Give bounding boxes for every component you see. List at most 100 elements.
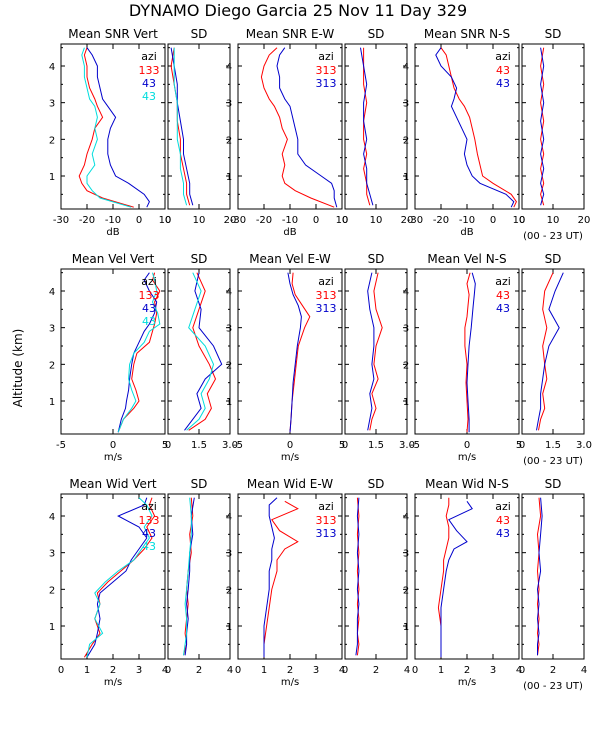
sd-panel-title: SD [368, 252, 385, 266]
series-line-blue [355, 497, 360, 656]
x-tick-label: 0 [136, 215, 142, 226]
x-axis-label: m/s [458, 452, 476, 463]
y-tick-label: 4 [49, 62, 55, 73]
legend-entry: 43 [142, 302, 156, 315]
y-tick-label: 1 [49, 397, 55, 408]
x-tick-label: 1 [84, 665, 90, 676]
panel-frame [344, 493, 408, 660]
sd-panel-title: SD [368, 477, 385, 491]
series-line-blue-43 [440, 501, 473, 658]
y-tick-label: 1 [403, 622, 409, 633]
panel-title: Mean Vel E-W [249, 252, 331, 266]
x-tick-label: -10 [282, 215, 298, 226]
x-tick-label: 0 [342, 215, 348, 226]
series-line-blue-43 [435, 47, 515, 208]
x-tick-label: -20 [256, 215, 272, 226]
x-tick-label: 2 [110, 665, 116, 676]
series-line-blue [536, 497, 543, 656]
legend-header: azi [141, 275, 157, 288]
y-tick-label: 2 [226, 135, 232, 146]
panel-frame [167, 493, 231, 660]
legend-entry: 133 [139, 514, 160, 527]
series-line-red [170, 47, 191, 206]
legend-header: azi [141, 50, 157, 63]
sd-panel-snr-ns-sd: 0 10 20 SD (00 - 23 UT) [519, 27, 591, 242]
x-tick-label: 4 [404, 665, 410, 676]
sd-panel-title: SD [191, 252, 208, 266]
x-tick-label: -5 [410, 440, 420, 451]
x-tick-label: -20 [79, 215, 95, 226]
legend-entry: 313 [316, 289, 337, 302]
series-line-blue [536, 272, 564, 431]
y-tick-label: 4 [403, 287, 409, 298]
time-note: (00 - 23 UT) [523, 231, 583, 242]
y-tick-label: 2 [226, 360, 232, 371]
x-tick-label: 10 [513, 215, 526, 226]
x-tick-label: 4 [227, 665, 233, 676]
x-tick-label: 0 [490, 215, 496, 226]
panel-frame [521, 493, 585, 660]
x-tick-label: 4 [162, 665, 168, 676]
panel-title: Mean Vel N-S [427, 252, 506, 266]
x-tick-label: -30 [407, 215, 423, 226]
series-line-blue [367, 272, 375, 431]
series-line-red-43 [437, 497, 450, 658]
x-axis-label: dB [460, 227, 473, 238]
x-tick-label: 20 [401, 215, 414, 226]
x-axis-label: dB [106, 227, 119, 238]
y-tick-label: 4 [49, 287, 55, 298]
sd-panel-title: SD [191, 27, 208, 41]
series-line-red-133 [117, 272, 161, 433]
x-tick-label: 20 [578, 215, 591, 226]
sd-panel-title: SD [545, 27, 562, 41]
x-tick-label: 1.5 [545, 440, 561, 451]
x-tick-label: 3.0 [576, 440, 592, 451]
x-tick-label: 10 [547, 215, 560, 226]
x-tick-label: 3 [136, 665, 142, 676]
series-line-red-43 [440, 47, 517, 208]
y-tick-label: 1 [226, 397, 232, 408]
x-tick-label: 0 [342, 440, 348, 451]
x-tick-label: 4 [581, 665, 587, 676]
x-tick-label: 0 [519, 665, 525, 676]
x-axis-label: m/s [281, 677, 299, 688]
y-tick-label: 1 [226, 172, 232, 183]
panel-title: Mean SNR N-S [424, 27, 510, 41]
legend-header: azi [141, 500, 157, 513]
x-axis-label: dB [283, 227, 296, 238]
x-tick-label: 10 [193, 215, 206, 226]
series-line-blue-313 [276, 47, 338, 208]
legend-entry: 133 [139, 64, 160, 77]
sd-panel-snr-vert-sd: 0 10 20 SD [165, 27, 237, 226]
x-tick-label: 2 [464, 665, 470, 676]
series-line-red [369, 272, 383, 431]
series-line-red-313 [260, 47, 335, 208]
x-tick-label: 10 [159, 215, 172, 226]
series-line-red-313 [263, 500, 299, 658]
legend-entry: 313 [316, 77, 337, 90]
y-tick-label: 2 [49, 135, 55, 146]
legend-entry: 313 [316, 527, 337, 540]
x-tick-label: 2 [550, 665, 556, 676]
x-tick-label: 0 [519, 440, 525, 451]
y-tick-label: 2 [49, 360, 55, 371]
series-line-blue-313 [287, 272, 302, 433]
x-tick-label: 0 [165, 665, 171, 676]
sd-panel-vel-ns-sd: 0 1.5 3.0 SD (00 - 23 UT) [519, 252, 592, 467]
series-line-red-43 [464, 272, 471, 433]
x-tick-label: 0 [342, 665, 348, 676]
x-tick-label: 0 [412, 665, 418, 676]
series-line-cyan-43 [117, 272, 161, 433]
series-line-cyan [173, 47, 188, 206]
y-tick-label: 3 [403, 99, 409, 110]
y-tick-label: 3 [226, 99, 232, 110]
x-tick-label: 0 [519, 215, 525, 226]
series-line-cyan [183, 497, 192, 656]
series-line-blue [360, 47, 374, 206]
y-tick-label: 1 [226, 622, 232, 633]
